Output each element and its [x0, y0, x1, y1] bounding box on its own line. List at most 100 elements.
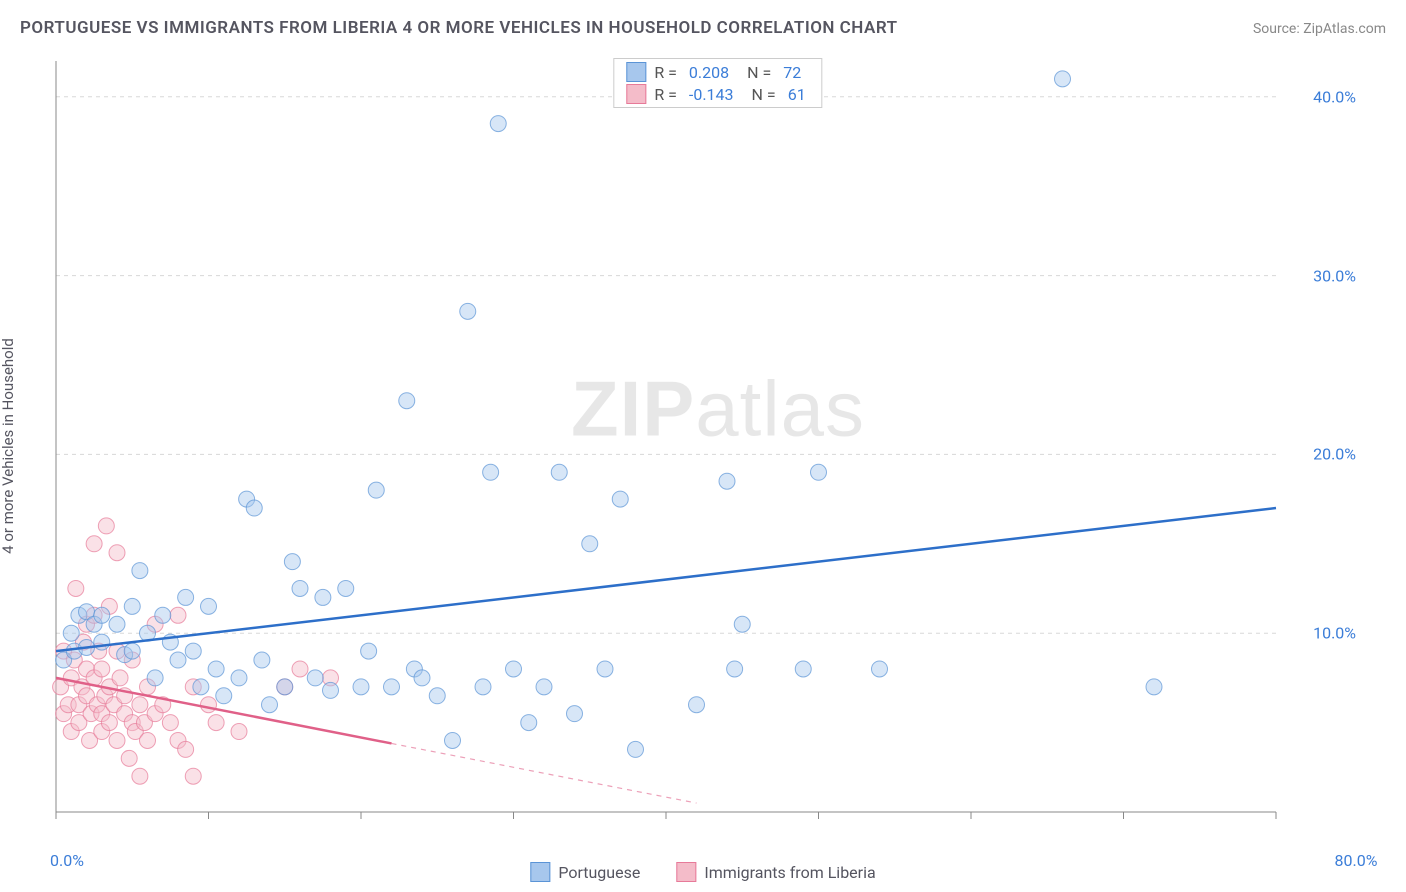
data-point [68, 580, 84, 596]
data-point [597, 661, 613, 677]
data-point [140, 732, 156, 748]
data-point [719, 473, 735, 489]
data-point [445, 732, 461, 748]
data-point [292, 580, 308, 596]
y-tick-label: 20.0% [1313, 445, 1356, 464]
trend-line-dashed [392, 743, 697, 803]
scatter-plot [50, 55, 1386, 842]
chart-header: PORTUGUESE VS IMMIGRANTS FROM LIBERIA 4 … [20, 18, 1386, 38]
data-point [170, 652, 186, 668]
data-point [201, 598, 217, 614]
y-tick-label: 30.0% [1313, 266, 1356, 285]
data-point [178, 589, 194, 605]
data-point [94, 661, 110, 677]
data-point [178, 741, 194, 757]
data-point [384, 679, 400, 695]
data-point [483, 464, 499, 480]
legend-swatch [626, 84, 646, 104]
legend-stats-row: R =0.208N =72 [614, 61, 821, 83]
y-tick-label: 40.0% [1313, 87, 1356, 106]
data-point [98, 518, 114, 534]
data-point [811, 464, 827, 480]
legend-stats-row: R = -0.143 N = 61 [614, 83, 821, 105]
legend-swatch [530, 862, 550, 882]
data-point [193, 679, 209, 695]
data-point [872, 661, 888, 677]
data-point [185, 768, 201, 784]
data-point [536, 679, 552, 695]
data-point [277, 679, 293, 695]
stat-n-label: N = [747, 63, 771, 82]
data-point [460, 303, 476, 319]
legend-label: Immigrants from Liberia [704, 863, 875, 882]
data-point [132, 697, 148, 713]
data-point [216, 688, 232, 704]
data-point [429, 688, 445, 704]
bottom-legend-item: Portuguese [530, 862, 640, 882]
chart-source: Source: ZipAtlas.com [1253, 21, 1386, 37]
data-point [506, 661, 522, 677]
data-point [262, 697, 278, 713]
data-point [795, 661, 811, 677]
stat-n-value: 61 [788, 85, 806, 104]
data-point [132, 563, 148, 579]
data-point [475, 679, 491, 695]
data-point [109, 732, 125, 748]
stat-r-value: 0.208 [689, 63, 729, 82]
data-point [231, 670, 247, 686]
data-point [582, 536, 598, 552]
data-point [1146, 679, 1162, 695]
data-point [208, 661, 224, 677]
y-axis-label: 4 or more Vehicles in Household [0, 338, 17, 554]
data-point [353, 679, 369, 695]
data-point [254, 652, 270, 668]
data-point [368, 482, 384, 498]
data-point [551, 464, 567, 480]
data-point [121, 750, 137, 766]
x-tick-label: 0.0% [50, 851, 84, 870]
data-point [63, 625, 79, 641]
data-point [109, 545, 125, 561]
data-point [162, 715, 178, 731]
data-point [208, 715, 224, 731]
stat-n-label: N = [752, 85, 776, 104]
data-point [86, 536, 102, 552]
legend-stats-box: R = 0.208 N = 72R = -0.143 N = 61 [613, 58, 822, 108]
legend-label: Portuguese [558, 863, 640, 882]
trend-line [56, 508, 1276, 651]
stat-r-label: R = [654, 85, 677, 104]
legend-swatch [626, 62, 646, 82]
data-point [94, 607, 110, 623]
data-point [628, 741, 644, 757]
bottom-legend-item: Immigrants from Liberia [676, 862, 875, 882]
data-point [338, 580, 354, 596]
data-point [521, 715, 537, 731]
data-point [307, 670, 323, 686]
data-point [101, 715, 117, 731]
data-point [612, 491, 628, 507]
data-point [231, 724, 247, 740]
data-point [109, 616, 125, 632]
data-point [124, 643, 140, 659]
data-point [567, 706, 583, 722]
data-point [201, 697, 217, 713]
stat-r-value: -0.143 [689, 85, 734, 104]
data-point [170, 607, 186, 623]
data-point [94, 634, 110, 650]
stat-n-value: 72 [783, 63, 801, 82]
data-point [124, 598, 140, 614]
data-point [361, 643, 377, 659]
y-tick-label: 10.0% [1313, 624, 1356, 643]
chart-area: ZIPatlas R =0.208N =72R =-0.143N =61 10.… [50, 55, 1386, 842]
chart-title: PORTUGUESE VS IMMIGRANTS FROM LIBERIA 4 … [20, 18, 898, 38]
legend-swatch [676, 862, 696, 882]
data-point [132, 768, 148, 784]
x-tick-label: 80.0% [1335, 851, 1378, 870]
data-point [112, 670, 128, 686]
data-point [414, 670, 430, 686]
data-point [1055, 71, 1071, 87]
data-point [315, 589, 331, 605]
data-point [689, 697, 705, 713]
data-point [727, 661, 743, 677]
data-point [292, 661, 308, 677]
